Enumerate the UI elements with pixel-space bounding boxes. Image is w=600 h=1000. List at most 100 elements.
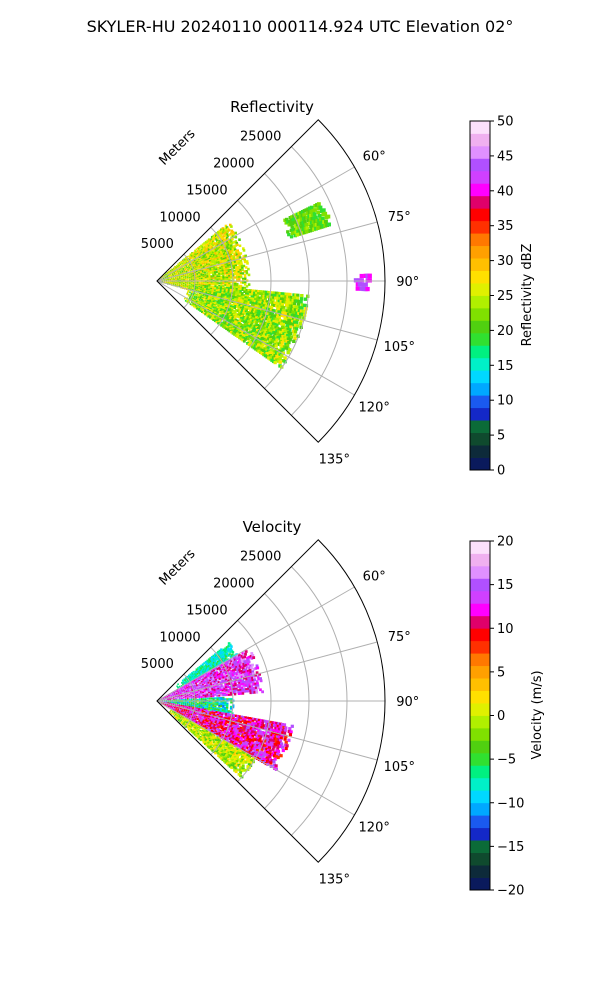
range-bin bbox=[292, 296, 296, 300]
range-bin bbox=[260, 296, 263, 300]
range-bin bbox=[213, 290, 216, 293]
range-bin bbox=[242, 673, 245, 676]
range-bin bbox=[208, 274, 211, 277]
range-bin bbox=[256, 298, 259, 302]
range-bin bbox=[291, 221, 295, 226]
range-bin bbox=[249, 314, 253, 317]
range-bin bbox=[229, 687, 232, 690]
range-bin bbox=[248, 685, 252, 689]
range-bin bbox=[249, 307, 253, 311]
range-bin bbox=[215, 250, 218, 253]
range-bin bbox=[234, 308, 238, 312]
range-bin bbox=[211, 250, 214, 253]
range-bin bbox=[264, 727, 267, 730]
colorbar-swatch bbox=[470, 220, 490, 234]
range-bin bbox=[239, 268, 242, 272]
range-bin bbox=[181, 266, 184, 269]
range-bin bbox=[254, 296, 258, 299]
range-bin bbox=[225, 711, 228, 714]
range-bin bbox=[236, 296, 239, 299]
range-bin bbox=[245, 302, 248, 305]
range-bin bbox=[214, 288, 217, 291]
range-bin bbox=[234, 297, 237, 301]
range-bin bbox=[249, 336, 253, 339]
range-bin bbox=[215, 309, 218, 312]
range-bin bbox=[258, 672, 261, 676]
range-bin bbox=[230, 273, 233, 276]
range-bin bbox=[250, 339, 254, 343]
range-bin bbox=[233, 691, 237, 694]
range-bin bbox=[248, 681, 251, 685]
range-bin bbox=[192, 292, 195, 295]
range-bin bbox=[276, 291, 280, 295]
range-bin bbox=[232, 714, 236, 717]
range-bin bbox=[245, 292, 248, 296]
range-bin bbox=[299, 312, 303, 316]
range-bin bbox=[227, 269, 230, 272]
range-bin bbox=[237, 722, 240, 725]
range-bin bbox=[265, 720, 269, 724]
range-bin bbox=[215, 256, 218, 259]
colorbar-swatch bbox=[470, 407, 490, 421]
range-bin bbox=[213, 709, 216, 712]
range-bin bbox=[246, 716, 249, 720]
range-bin bbox=[190, 294, 192, 296]
range-bin bbox=[241, 266, 244, 270]
range-bin bbox=[234, 322, 238, 326]
range-bin bbox=[228, 718, 231, 721]
range-bin bbox=[204, 305, 207, 308]
range-bin bbox=[203, 690, 206, 693]
range-bin bbox=[209, 713, 211, 716]
range-bin bbox=[284, 303, 288, 307]
range-bin bbox=[245, 271, 249, 275]
range-bin bbox=[254, 311, 258, 315]
range-bin bbox=[241, 307, 245, 310]
range-bin bbox=[196, 694, 199, 697]
range-bin bbox=[295, 311, 299, 315]
range-bin bbox=[236, 284, 239, 287]
range-bin bbox=[288, 338, 292, 342]
range-bin bbox=[182, 274, 185, 276]
range-bin bbox=[230, 701, 233, 704]
range-bin bbox=[206, 287, 209, 290]
range-bin bbox=[208, 278, 211, 281]
range-bin bbox=[256, 725, 260, 728]
range-bin bbox=[213, 261, 216, 264]
range-bin bbox=[217, 250, 220, 253]
range-bin bbox=[249, 679, 253, 682]
range-bin bbox=[204, 313, 207, 316]
range-bin bbox=[232, 657, 236, 660]
range-bin bbox=[223, 669, 226, 672]
range-bin bbox=[252, 346, 256, 350]
range-bin bbox=[218, 295, 221, 298]
range-bin bbox=[245, 665, 249, 669]
range-bin bbox=[229, 662, 232, 666]
range-bin bbox=[210, 277, 213, 280]
range-bin bbox=[277, 342, 281, 346]
range-bin bbox=[205, 269, 208, 272]
range-bin bbox=[268, 313, 272, 317]
range-bin bbox=[210, 691, 212, 694]
range-bin bbox=[227, 689, 230, 692]
range-bin bbox=[221, 688, 224, 691]
range-bin bbox=[246, 656, 249, 660]
range-bin bbox=[211, 303, 214, 306]
range-bin bbox=[246, 304, 250, 308]
range-bin bbox=[224, 715, 227, 718]
range-bin bbox=[213, 713, 216, 716]
range-bin bbox=[188, 697, 191, 699]
range-bin bbox=[204, 309, 207, 312]
range-bin bbox=[301, 220, 305, 225]
range-bin bbox=[205, 682, 208, 685]
range-bin bbox=[248, 327, 251, 331]
range-bin bbox=[240, 276, 243, 279]
range-bin bbox=[204, 280, 207, 283]
range-bin bbox=[228, 296, 231, 299]
range-bin bbox=[237, 251, 240, 254]
range-bin bbox=[227, 644, 230, 648]
range-bin bbox=[217, 268, 220, 271]
range-bin bbox=[210, 276, 213, 279]
range-bin bbox=[224, 272, 227, 275]
range-bin bbox=[202, 696, 205, 698]
range-bin bbox=[210, 697, 213, 700]
